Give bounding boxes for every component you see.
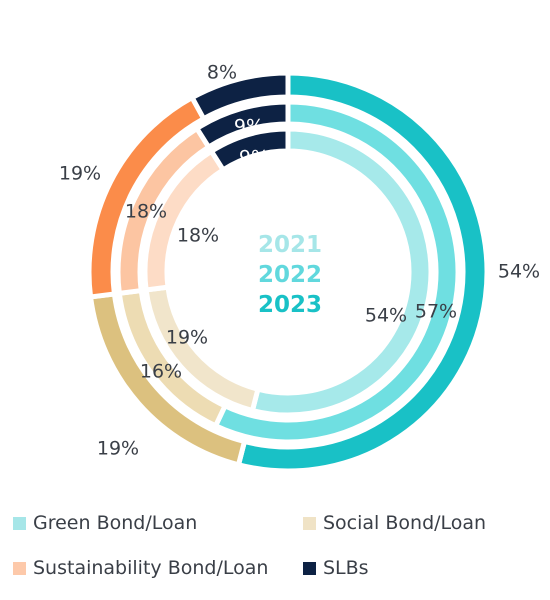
legend-swatch-social-bond-loan <box>303 516 316 530</box>
legend-item-social-bond-loan: Social Bond/Loan <box>303 512 486 534</box>
donut-rings <box>86 70 490 474</box>
data-label-2023-slbs: 8% <box>207 62 237 84</box>
data-label-2022-social-bond-loan: 16% <box>140 361 182 383</box>
legend-item-sustainability-bond-loan: Sustainability Bond/Loan <box>13 557 268 579</box>
legend-swatch-sustainability-bond-loan <box>13 561 26 575</box>
data-label-2022-slbs: 9% <box>234 116 264 138</box>
data-label-2021-green-bond-loan: 54% <box>365 305 407 327</box>
data-label-2022-green-bond-loan: 57% <box>415 301 457 323</box>
legend: Green Bond/Loan Social Bond/Loan Sustain… <box>0 500 550 590</box>
legend-swatch-slbs <box>303 561 316 575</box>
legend-label-sustainability-bond-loan: Sustainability Bond/Loan <box>33 557 269 579</box>
legend-swatch-green-bond-loan <box>13 516 26 530</box>
data-label-2022-sustainability-bond-loan: 18% <box>125 201 167 223</box>
data-label-2021-social-bond-loan: 19% <box>166 327 208 349</box>
slice-2023-slbs <box>188 70 291 123</box>
center-year-labels: 2021 2022 2023 <box>258 232 322 318</box>
data-label-2023-green-bond-loan: 54% <box>498 261 540 283</box>
center-year-2021: 2021 <box>258 232 322 258</box>
legend-label-green-bond-loan: Green Bond/Loan <box>33 512 198 534</box>
data-label-2021-slbs: 9% <box>239 147 269 169</box>
data-label-2023-social-bond-loan: 19% <box>97 438 139 460</box>
center-year-2022: 2022 <box>258 262 322 288</box>
data-label-2023-sustainability-bond-loan: 19% <box>59 163 101 185</box>
data-label-2021-sustainability-bond-loan: 18% <box>177 225 219 247</box>
data-labels: 54% 19% 18% 9% 57% 16% 18% 9% 54% 19% 19% 8% <box>59 62 540 460</box>
legend-label-social-bond-loan: Social Bond/Loan <box>323 512 487 534</box>
slice-2021-slbs <box>207 126 291 174</box>
slice-2022-slbs <box>193 99 291 151</box>
center-year-2023: 2023 <box>258 292 322 318</box>
legend-label-slbs: SLBs <box>323 557 369 579</box>
nested-donut-chart: 2021 2022 2023 54% 19% 18% 9% 57% 16% 18% 9% 54% 19… <box>58 61 541 474</box>
legend-item-slbs: SLBs <box>303 557 369 579</box>
legend-item-green-bond-loan: Green Bond/Loan <box>13 512 197 534</box>
